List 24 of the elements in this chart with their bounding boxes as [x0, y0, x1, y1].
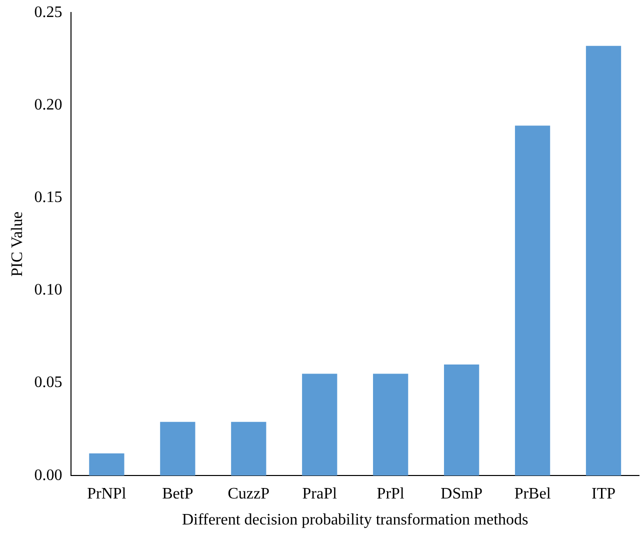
x-tick-label: CuzzP: [228, 485, 270, 502]
y-tick-label: 0.00: [34, 466, 62, 484]
y-tick-label: 0.15: [34, 189, 62, 206]
x-tick-label: PraPl: [302, 485, 338, 502]
y-axis-title: PIC Value: [8, 212, 26, 277]
bar: [160, 422, 196, 476]
x-tick-label: BetP: [162, 485, 194, 502]
x-tick-label: DSmP: [440, 485, 483, 502]
bar: [586, 46, 622, 476]
bar: [514, 126, 550, 476]
bar: [444, 364, 480, 476]
y-tick-label: 0.25: [34, 4, 62, 21]
x-tick-label: PrBel: [514, 485, 552, 502]
y-tick-label: 0.05: [34, 374, 62, 392]
x-tick-label: PrPl: [376, 485, 405, 502]
y-tick-label: 0.20: [34, 96, 62, 114]
x-tick-label: ITP: [592, 485, 616, 502]
bar: [302, 374, 338, 476]
y-tick-label: 0.10: [34, 282, 62, 299]
x-tick-label: PrNPl: [87, 485, 127, 502]
bar: [373, 374, 408, 476]
bar: [231, 422, 266, 476]
x-axis-title: Different decision probability transformation methods: [182, 512, 528, 529]
bar: [89, 453, 124, 476]
